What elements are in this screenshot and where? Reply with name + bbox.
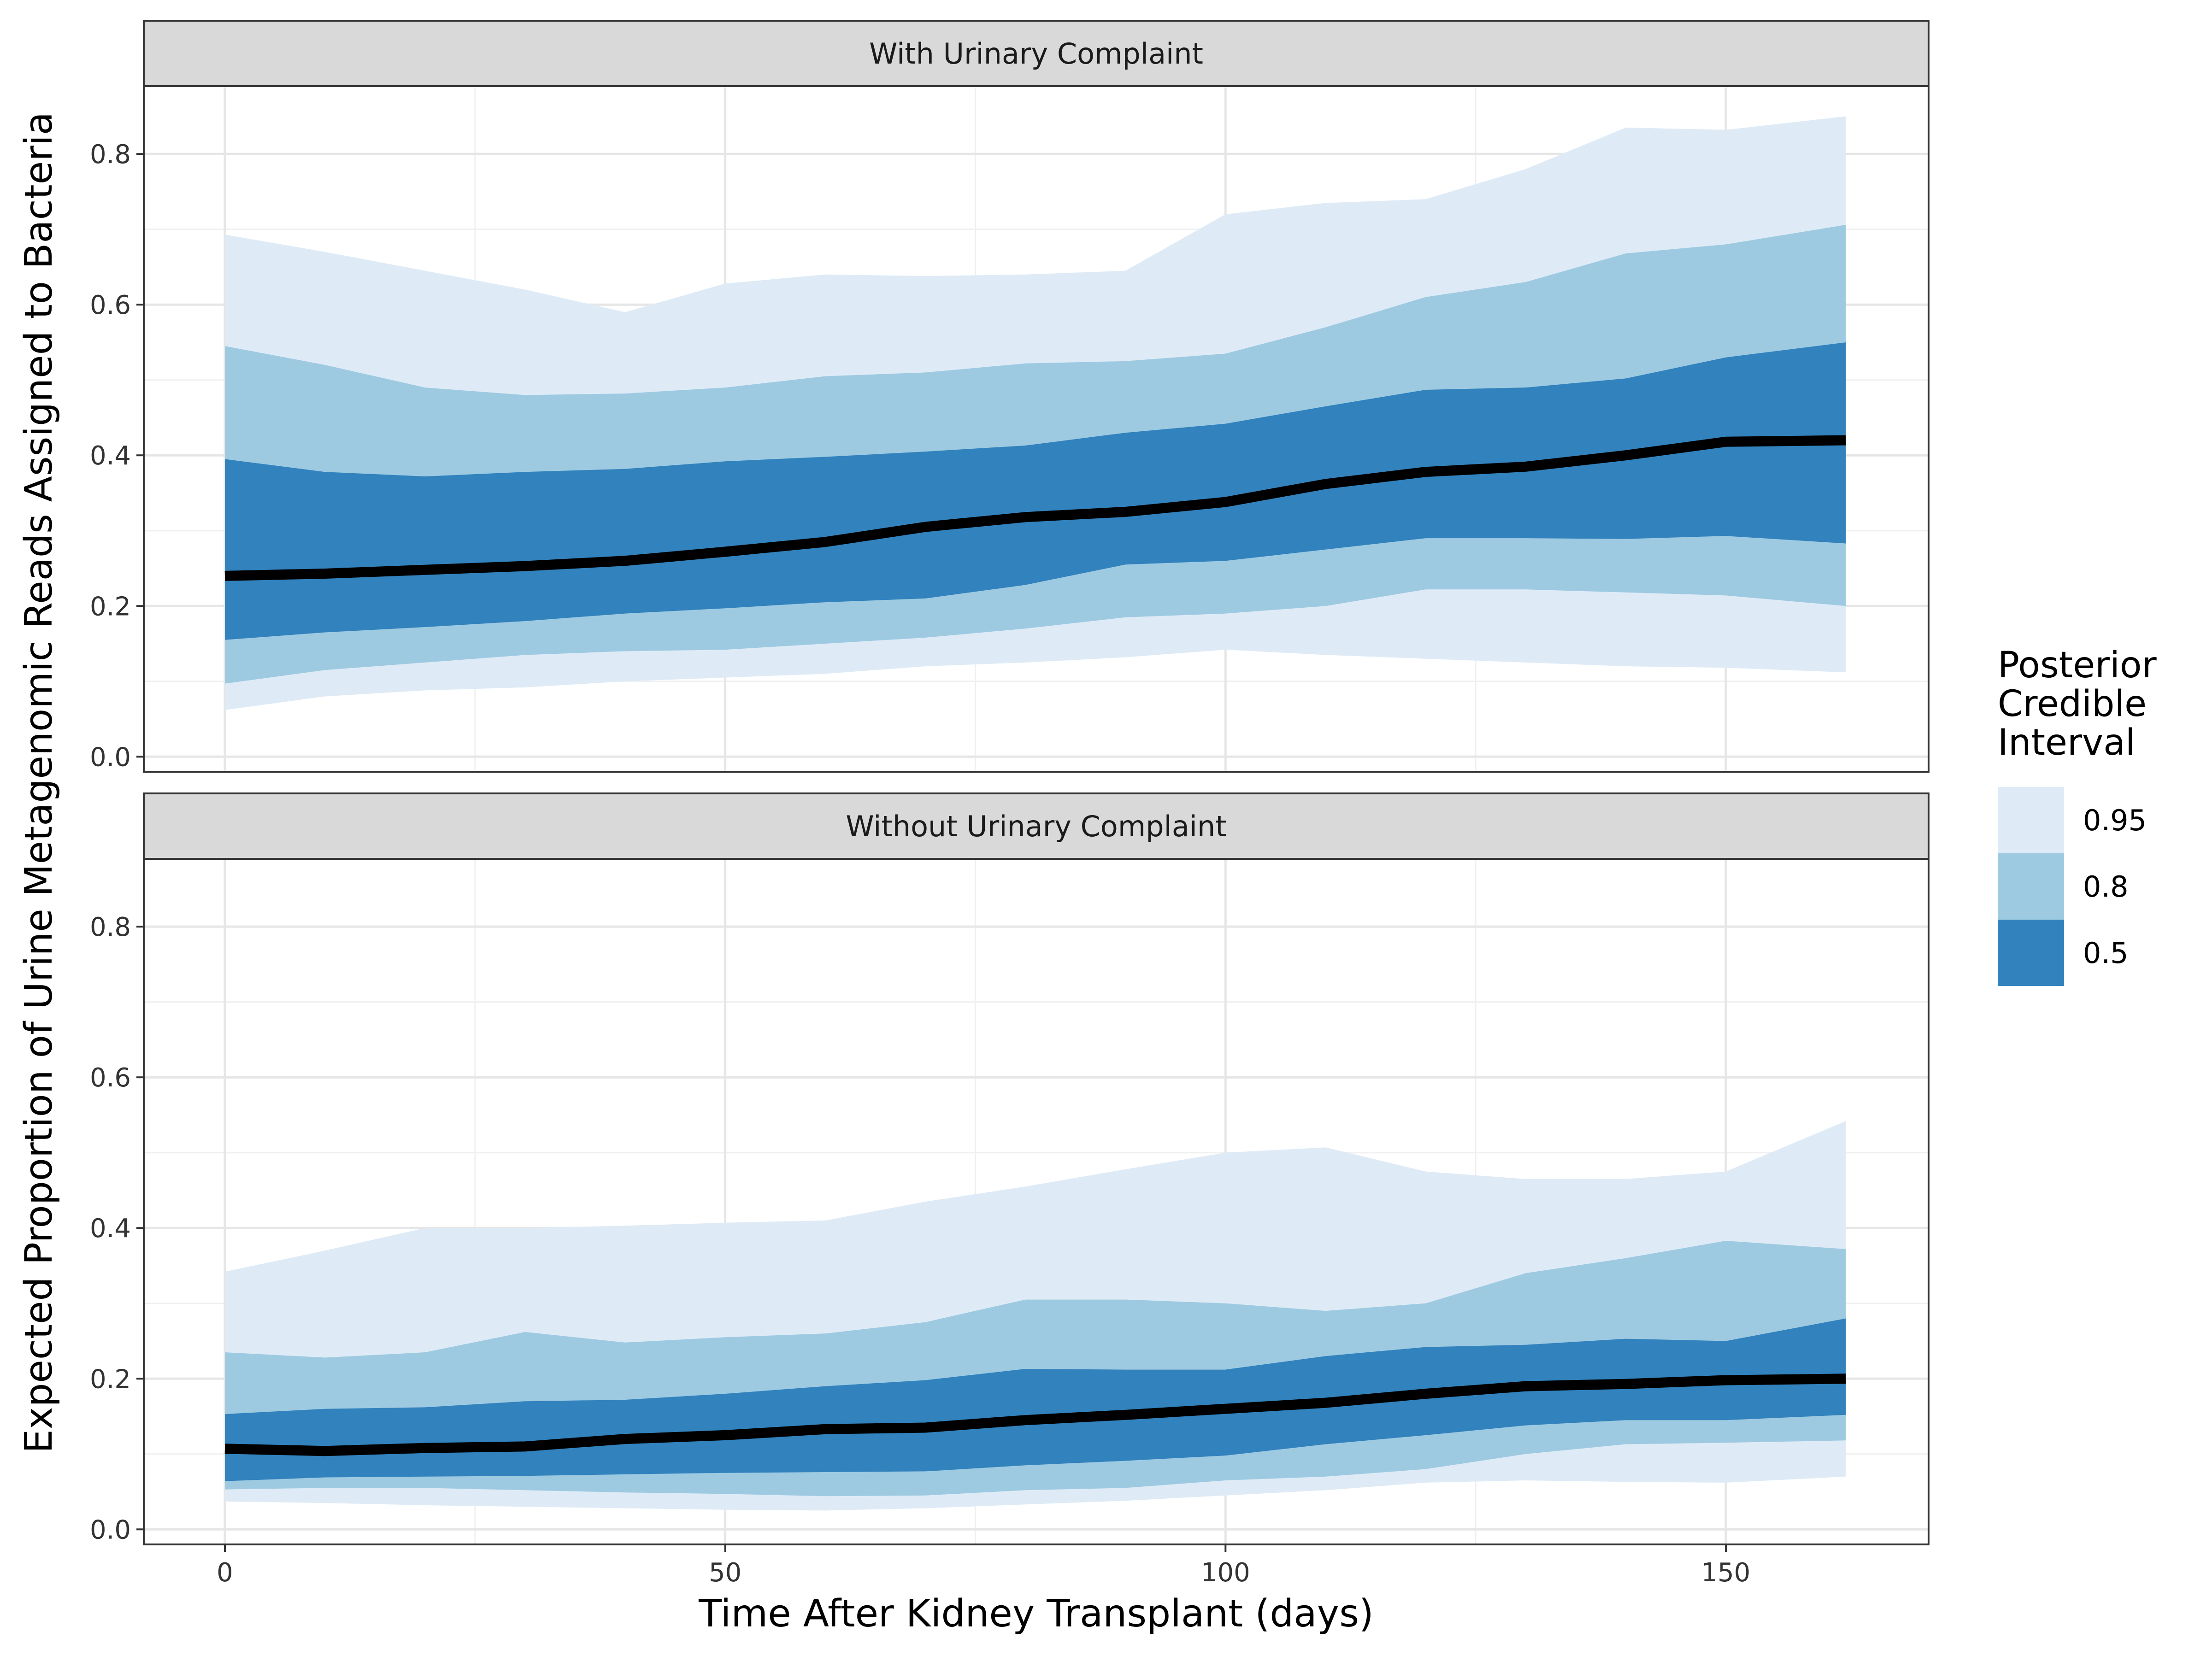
band-50 [225,342,1846,640]
y-tick-label: 0.2 [90,592,131,622]
y-tick-label: 0.6 [90,1063,131,1093]
y-tick-label: 0.8 [90,912,131,942]
legend-title: Interval [1998,722,2136,763]
y-tick-label: 0.2 [90,1364,131,1394]
y-axis-title: Expected Proportion of Urine Metagenomic… [17,112,61,1453]
legend-key-0-8 [1998,853,2064,920]
facet-strip [143,792,1930,860]
x-tick-label: 0 [217,1558,233,1588]
median-line [224,435,1846,581]
x-tick-label: 50 [709,1558,741,1588]
median-line [224,1373,1846,1456]
y-tick-label: 0.0 [90,742,131,772]
facet-strip-label: With Urinary Complaint [869,37,1203,70]
legend-title: Credible [1998,683,2147,725]
y-tick-label: 0.4 [90,1214,131,1244]
y-tick-label: 0.4 [90,441,131,471]
legend-label: 0.95 [2083,804,2147,837]
legend-label: 0.5 [2083,936,2129,970]
facet-strip-label: Without Urinary Complaint [846,810,1226,843]
legend-label: 0.8 [2083,870,2129,904]
legend-title: Posterior [1998,645,2157,686]
y-tick-label: 0.6 [90,290,131,320]
facet-panel-1: With Urinary Complaint 0.0 0.2 0.4 0.6 0.8 [90,20,1930,773]
x-axis-title: Time After Kidney Transplant (days) [698,1592,1374,1636]
legend-key-0-5 [1998,920,2064,986]
y-tick-label: 0.0 [90,1515,131,1545]
legend-key-0-95 [1998,787,2064,853]
x-tick-label: 100 [1201,1558,1250,1588]
plot-border [143,85,1930,773]
x-tick-label: 150 [1701,1558,1751,1588]
y-tick-label: 0.8 [90,140,131,170]
facet-panel-2: Without Urinary Complaint 0.0 0.2 0.4 0.6 0.8 [90,792,1930,1545]
plot-border [143,858,1930,1545]
facet-strip [143,20,1930,87]
